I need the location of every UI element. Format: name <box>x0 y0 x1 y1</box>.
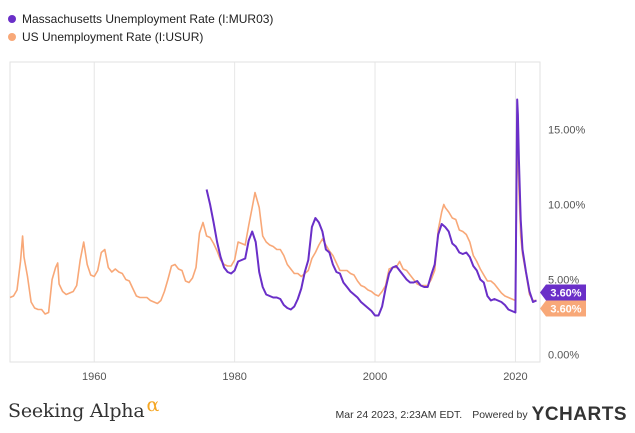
seeking-alpha-logo[interactable]: Seeking Alpha α <box>8 394 159 422</box>
legend-dot-massachusetts <box>8 15 16 23</box>
plot-frame <box>9 61 541 363</box>
brand-text: Seeking Alpha <box>8 400 145 422</box>
legend-item-us[interactable]: US Unemployment Rate (I:USUR) <box>8 28 273 46</box>
end-label-box-massachusetts <box>540 284 586 301</box>
y-tick-label-0: 0.00% <box>548 350 579 362</box>
powered-by-text: Powered by <box>472 409 528 421</box>
x-tick-label-1960: 1960 <box>82 371 106 383</box>
y-tick-label-10: 10.00% <box>548 200 586 212</box>
legend: Massachusetts Unemployment Rate (I:MUR03… <box>8 10 273 46</box>
y-axis: 0.00% 5.00% 10.00% 15.00% <box>548 125 586 362</box>
x-tick-label-2000: 2000 <box>363 371 387 383</box>
legend-item-massachusetts[interactable]: Massachusetts Unemployment Rate (I:MUR03… <box>8 10 273 28</box>
end-label-massachusetts: 3.60% <box>540 284 586 301</box>
end-labels: 3.60% 3.60% <box>540 284 586 317</box>
end-label-text-massachusetts: 3.60% <box>550 288 581 300</box>
legend-label-us: US Unemployment Rate (I:USUR) <box>22 30 204 44</box>
alpha-icon: α <box>146 394 160 416</box>
legend-label-massachusetts: Massachusetts Unemployment Rate (I:MUR03… <box>22 12 274 26</box>
series-line-massachusetts <box>205 98 537 317</box>
x-axis: 1960 1980 2000 2020 <box>82 371 528 383</box>
series-lines <box>9 98 537 317</box>
y-tick-label-15: 15.00% <box>548 125 586 137</box>
x-tick-label-1980: 1980 <box>222 371 246 383</box>
end-label-us: 3.60% <box>540 300 586 317</box>
timestamp: Mar 24 2023, 2:23AM EDT. <box>335 409 463 421</box>
x-tick-label-2020: 2020 <box>503 371 527 383</box>
end-label-text-us: 3.60% <box>550 304 581 316</box>
legend-dot-us <box>8 33 16 41</box>
ycharts-logo[interactable]: YCHARTS <box>531 404 627 425</box>
footer: Mar 24 2023, 2:23AM EDT. Powered by YCHA… <box>336 404 627 426</box>
gridlines <box>93 62 516 362</box>
end-label-box-us <box>540 300 586 317</box>
series-line-us <box>9 133 537 315</box>
y-tick-label-5: 5.00% <box>548 275 579 287</box>
